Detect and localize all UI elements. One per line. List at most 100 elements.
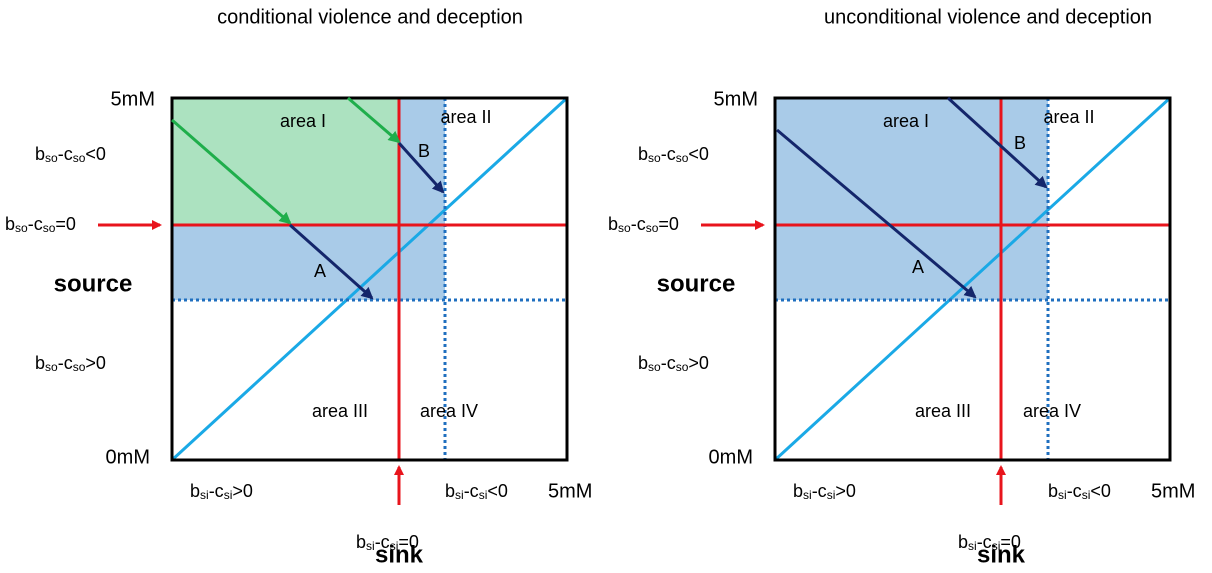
area-label: area III <box>312 401 368 421</box>
label-part: b <box>35 353 45 373</box>
y-axis-label: source <box>657 270 736 297</box>
arrow <box>397 141 445 194</box>
subscript: si <box>1058 488 1067 502</box>
label-part: b <box>638 144 648 164</box>
y-bottom: 0mM <box>106 446 150 468</box>
label-part: -c <box>661 144 676 164</box>
subscript: so <box>676 151 689 165</box>
label-part: >0 <box>688 353 709 373</box>
frame <box>170 96 569 462</box>
condition-label: bso-cso>0 <box>35 353 106 374</box>
label-part: -c <box>58 144 73 164</box>
label-part: -c <box>375 532 390 552</box>
condition-label: bsi-csi>0 <box>793 481 856 502</box>
area-label: area IV <box>1023 401 1081 421</box>
label-part: b <box>638 353 648 373</box>
label-part: >0 <box>835 481 856 501</box>
frame <box>773 96 1172 462</box>
arrow <box>946 96 1048 189</box>
panel-title: conditional violence and deception <box>217 6 523 28</box>
label-part: -c <box>1067 481 1082 501</box>
label-part: =0 <box>658 214 679 234</box>
condition-label: bso-cso=0 <box>5 214 76 235</box>
green-region <box>172 98 399 225</box>
condition-label: bsi-csi<0 <box>445 481 508 502</box>
subscript: so <box>646 221 659 235</box>
area-label: area III <box>915 401 971 421</box>
label-part: b <box>5 214 15 234</box>
arrow <box>347 96 401 144</box>
condition-label: bso-cso>0 <box>638 353 709 374</box>
condition-label: bso-cso<0 <box>35 144 106 165</box>
condition-label: bsi-csi=0 <box>958 532 1021 553</box>
area-label: area II <box>1043 107 1094 127</box>
condition-label: bso-cso=0 <box>608 214 679 235</box>
label-part: >0 <box>85 353 106 373</box>
subscript: si <box>803 488 812 502</box>
x-axis-label: sink <box>977 541 1026 568</box>
label-part: b <box>1048 481 1058 501</box>
condition-label: bso-cso<0 <box>638 144 709 165</box>
condition-label: bsi-csi>0 <box>190 481 253 502</box>
label-part: -c <box>631 214 646 234</box>
x-axis-label: sink <box>375 541 424 568</box>
label-part: -c <box>58 353 73 373</box>
subscript: si <box>390 539 399 553</box>
label-part: -c <box>661 353 676 373</box>
label-part: b <box>35 144 45 164</box>
label-part: -c <box>28 214 43 234</box>
arrow <box>171 118 292 225</box>
diagonal <box>773 96 1172 462</box>
subscript: so <box>73 151 86 165</box>
subscript: si <box>455 488 464 502</box>
label-part: >0 <box>232 481 253 501</box>
area-label: area IV <box>420 401 478 421</box>
arrow <box>776 128 977 299</box>
subscript: so <box>676 360 689 374</box>
arrow-label: B <box>418 141 430 161</box>
x-right: 5mM <box>1151 480 1195 502</box>
condition-label: bsi-csi=0 <box>356 532 419 553</box>
y-bottom: 0mM <box>709 446 753 468</box>
arrow-label: A <box>912 257 924 277</box>
label-part: <0 <box>1090 481 1111 501</box>
label-part: =0 <box>398 532 419 552</box>
label-part: b <box>793 481 803 501</box>
subscript: si <box>366 539 375 553</box>
subscript: si <box>479 488 488 502</box>
x-right: 5mM <box>548 480 592 502</box>
subscript: si <box>224 488 233 502</box>
subscript: so <box>618 221 631 235</box>
arrow-label: B <box>1014 133 1026 153</box>
label-part: -c <box>209 481 224 501</box>
subscript: so <box>45 151 58 165</box>
label-part: b <box>356 532 366 552</box>
subscript: si <box>1082 488 1091 502</box>
subscript: si <box>968 539 977 553</box>
area-label: area I <box>883 111 929 131</box>
label-part: <0 <box>487 481 508 501</box>
subscript: si <box>200 488 209 502</box>
subscript: so <box>648 360 661 374</box>
label-part: b <box>190 481 200 501</box>
arrow <box>289 223 374 300</box>
y-axis-label: source <box>54 270 133 297</box>
area-label: area II <box>440 107 491 127</box>
label-part: b <box>958 532 968 552</box>
label-part: -c <box>464 481 479 501</box>
subscript: si <box>827 488 836 502</box>
diagonal <box>170 96 569 462</box>
y-top: 5mM <box>714 88 758 110</box>
panel-title: unconditional violence and deception <box>824 6 1152 28</box>
label-part: =0 <box>1000 532 1021 552</box>
condition-label: bsi-csi<0 <box>1048 481 1111 502</box>
label-part: <0 <box>85 144 106 164</box>
label-part: -c <box>977 532 992 552</box>
subscript: so <box>73 360 86 374</box>
subscript: so <box>648 151 661 165</box>
area-label: area I <box>280 111 326 131</box>
label-part: <0 <box>688 144 709 164</box>
label-part: -c <box>812 481 827 501</box>
arrow-label: A <box>314 261 326 281</box>
